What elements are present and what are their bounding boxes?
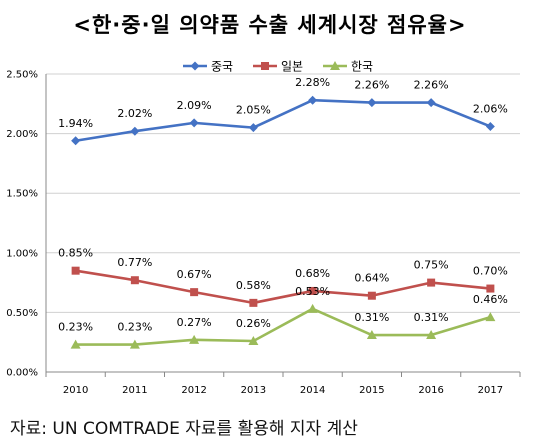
legend-label: 일본	[281, 60, 303, 74]
data-label: 2.05%	[236, 104, 271, 117]
data-label: 2.02%	[117, 107, 152, 120]
data-point-marker	[130, 126, 140, 136]
x-tick-label: 2011	[122, 385, 147, 396]
data-label: 0.31%	[354, 311, 389, 324]
series-line	[75, 307, 491, 346]
data-point-marker	[129, 339, 140, 349]
y-tick-label: 2.50%	[6, 70, 38, 81]
y-tick-label: 1.50%	[6, 189, 38, 200]
data-label: 2.26%	[354, 79, 389, 92]
x-tick-label: 2017	[478, 385, 503, 396]
data-label: 0.31%	[414, 311, 449, 324]
data-point-marker	[367, 291, 376, 300]
data-point-marker	[249, 298, 258, 307]
data-point-marker	[426, 98, 436, 108]
data-point-marker	[308, 95, 318, 105]
axes: 0.00% 0.50% 1.00% 1.50% 2.00% 2.50% 2010 2011 20…	[6, 70, 521, 396]
data-point-marker	[427, 278, 436, 287]
data-point-marker	[485, 312, 496, 322]
data-label: 0.58%	[236, 279, 271, 292]
series-line	[75, 98, 491, 143]
y-tick-label: 1.00%	[6, 248, 38, 259]
data-point-marker	[190, 61, 200, 71]
data-point-marker	[485, 121, 495, 131]
data-label: 0.23%	[117, 321, 152, 334]
data-point-marker	[248, 336, 259, 346]
data-label: 0.85%	[58, 247, 93, 260]
legend-item: 한국	[323, 60, 373, 74]
legend: 중국 일본 한국	[183, 60, 373, 74]
x-tick-label: 2016	[418, 385, 443, 396]
data-label: 0.70%	[473, 265, 508, 278]
data-label: 0.53%	[295, 285, 330, 298]
data-label: 0.26%	[236, 317, 271, 330]
data-label: 2.26%	[414, 79, 449, 92]
data-point-marker	[70, 339, 81, 349]
data-point-marker	[426, 330, 437, 340]
x-tick-label: 2015	[359, 385, 384, 396]
data-label: 0.64%	[354, 272, 389, 285]
series-line	[75, 269, 491, 305]
y-tick-label: 2.00%	[6, 129, 38, 140]
data-point-marker	[486, 284, 495, 293]
data-point-marker	[308, 286, 317, 295]
x-tick-label: 2012	[181, 385, 206, 396]
y-tick-label: 0.00%	[6, 368, 38, 379]
legend-item: 중국	[183, 60, 233, 74]
data-label: 0.67%	[177, 268, 212, 281]
data-label: 2.09%	[177, 99, 212, 112]
data-label: 0.46%	[473, 293, 508, 306]
series	[70, 95, 496, 349]
data-label: 0.23%	[58, 321, 93, 334]
legend-label: 한국	[351, 60, 373, 74]
data-point-marker	[130, 276, 139, 285]
data-label: 2.28%	[295, 76, 330, 89]
source-note: 자료: UN COMTRADE 자료를 활용해 지자 계산	[10, 419, 358, 439]
data-label: 0.75%	[414, 259, 449, 272]
x-tick-label: 2013	[241, 385, 266, 396]
x-tick-label: 2014	[300, 385, 325, 396]
data-label: 0.27%	[177, 316, 212, 329]
data-point-marker	[71, 266, 80, 275]
chart-title: <한·중·일 의약품 수출 세계시장 점유율>	[73, 13, 467, 37]
data-point-marker	[189, 334, 200, 344]
data-point-marker	[330, 61, 340, 70]
data-label: 0.68%	[295, 267, 330, 280]
legend-item: 일본	[253, 60, 303, 74]
y-tick-label: 0.50%	[6, 308, 38, 319]
data-label: 0.77%	[117, 256, 152, 269]
data-label: 1.94%	[58, 117, 93, 130]
x-tick-label: 2010	[63, 385, 88, 396]
legend-label: 중국	[211, 60, 233, 74]
data-label: 2.06%	[473, 102, 508, 115]
data-point-marker	[190, 288, 199, 297]
data-point-marker	[248, 123, 258, 133]
data-point-marker	[307, 303, 318, 313]
data-point-marker	[189, 118, 199, 128]
data-point-marker	[71, 136, 81, 146]
data-point-marker	[261, 62, 269, 70]
data-point-marker	[366, 330, 377, 340]
data-labels: 1.94% 2.02% 2.09% 2.05% 2.28% 2.26% 2.26% 2.06%…	[58, 76, 508, 333]
data-point-marker	[367, 98, 377, 108]
